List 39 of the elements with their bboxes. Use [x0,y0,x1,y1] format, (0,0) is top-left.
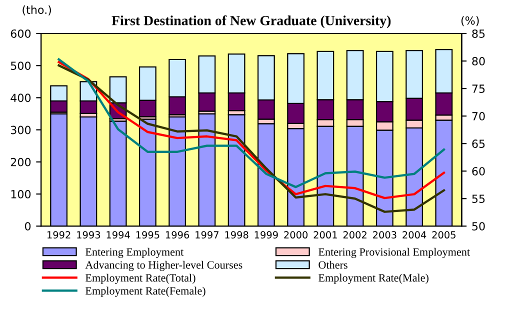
y-tick-label: 500 [10,62,31,70]
y-tick-label: 300 [10,126,31,134]
legend-label: Advancing to Higher-level Courses [85,260,242,271]
x-tick-label: 1996 [166,231,190,239]
y2-tick-label: 85 [472,29,485,38]
x-tick-label: 2002 [343,231,366,239]
y2-tick-label: 60 [472,167,485,176]
x-tick-label: 2004 [402,231,426,239]
chart-title: First Destination of New Graduate (University) [112,15,391,28]
y2-tick-label: 80 [472,56,485,66]
x-tick-label: 1995 [136,231,160,239]
x-tick-label: 2005 [432,231,456,239]
legend-label: Employment Rate(Total) [86,274,196,284]
y2-tick-label: 55 [472,194,485,203]
legend-label: Others [318,260,348,269]
y2-tick-label: 75 [472,84,485,93]
x-tick-label: 1994 [106,231,130,239]
legend-label: Entering Employment [86,248,184,258]
y-axis-title: (tho.) [22,5,51,16]
legend-label: Entering Provisional Employment [318,248,470,258]
x-tick-label: 1992 [48,231,70,239]
x-tick-label: 2000 [284,231,308,239]
y-tick-label: 400 [10,94,31,102]
y2-tick-label: 50 [472,222,485,231]
y2-tick-label: 70 [472,112,485,120]
x-tick-label: 1998 [225,231,248,239]
legend-label: Employment Rate(Male) [318,274,428,284]
legend-label: Employment Rate(Female) [86,286,206,297]
y2-tick-label: 65 [472,140,485,148]
y-tick-label: 600 [10,29,31,38]
x-tick-label: 1999 [254,231,278,239]
x-tick-label: 1993 [77,231,100,239]
y2-axis-title: (%) [461,16,479,26]
x-tick-label: 2001 [314,231,337,239]
y-tick-label: 200 [10,158,31,166]
x-tick-label: 1997 [196,231,218,239]
x-tick-label: 2003 [373,231,396,239]
y-tick-label: 100 [11,190,31,198]
y-tick-label: 0 [24,222,31,231]
